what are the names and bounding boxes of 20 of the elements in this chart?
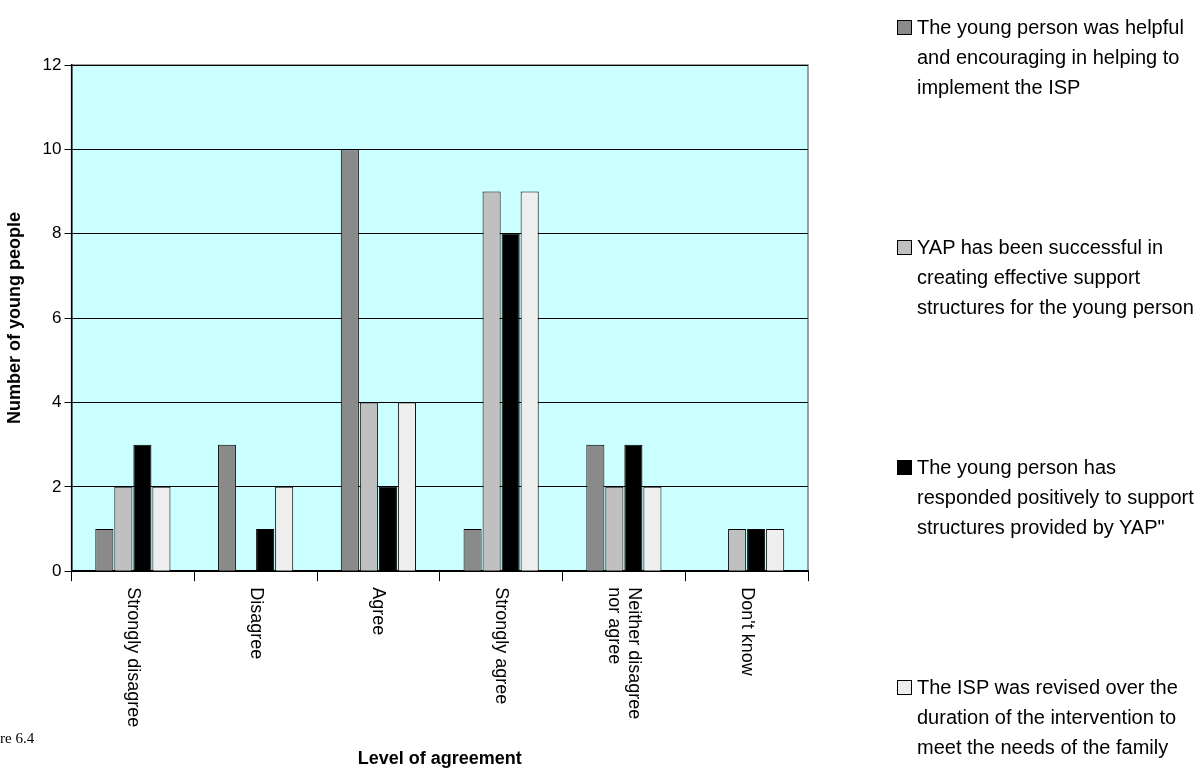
y-tick-label: 8	[52, 223, 62, 243]
x-tick-label: Strongly agree	[492, 587, 513, 705]
y-tick-label: 10	[42, 139, 62, 159]
y-tick-label: 4	[52, 392, 62, 412]
text: re 6.4	[0, 730, 35, 747]
y-tick-label: 2	[52, 476, 62, 496]
x-tick-label: Don't know	[737, 587, 758, 677]
x-tick-label: Neither disagree nor agree	[604, 587, 645, 720]
x-tick-label: Agree	[369, 587, 390, 636]
x-tick-label: Disagree	[246, 587, 267, 660]
legend-label: The ISP was revised over the duration of the intervention to meet the needs of the family	[917, 675, 1179, 760]
legend-label: The young person was helpful and encouraging in helping to implement the ISP	[917, 15, 1185, 100]
x-axis-title: Level of agreement	[357, 748, 522, 769]
y-tick-label: 12	[42, 54, 62, 74]
y-tick-label: 0	[52, 560, 62, 580]
y-axis-title: Number of young people	[3, 212, 24, 425]
y-tick-label: 6	[52, 307, 62, 327]
legend-label: The young person has responded positively to support structures provided by YAP"	[917, 455, 1195, 540]
legend-label: YAP has been successful in creating effective support structures for the young person	[917, 235, 1195, 320]
x-tick-label: Strongly disagree	[123, 587, 144, 728]
